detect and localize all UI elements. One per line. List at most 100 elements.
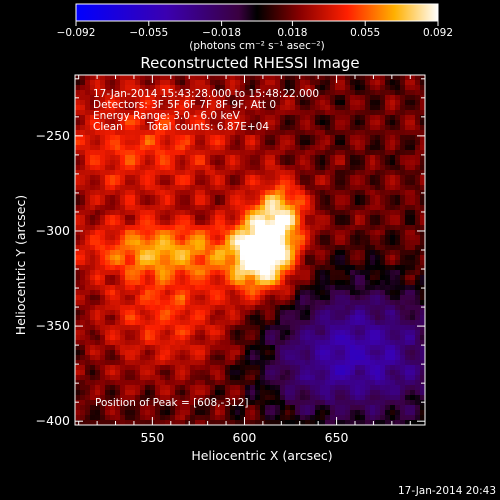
heatmap-cell [205,180,211,186]
heatmap-cell [265,135,271,141]
heatmap-cell [155,410,161,416]
heatmap-cell [320,90,326,96]
heatmap-cell [415,255,421,261]
heatmap-cell [210,305,216,311]
heatmap-cell [270,330,276,336]
heatmap-cell [110,330,116,336]
heatmap-cell [290,265,296,271]
heatmap-cell [350,250,356,256]
heatmap-cell [105,355,111,361]
heatmap-cell [360,335,366,341]
heatmap-cell [140,305,146,311]
heatmap-cell [280,350,286,356]
heatmap-cell [90,155,96,161]
heatmap-cell [95,160,101,166]
heatmap-cell [190,225,196,231]
heatmap-cell [300,275,306,281]
heatmap-cell [150,145,156,151]
heatmap-cell [360,405,366,411]
heatmap-cell [220,280,226,286]
heatmap-cell [290,75,296,81]
heatmap-cell [265,195,271,201]
heatmap-cell [360,355,366,361]
heatmap-cell [240,385,246,391]
heatmap-cell [300,360,306,366]
heatmap-cell [130,85,136,91]
heatmap-cell [150,95,156,101]
heatmap-cell [290,160,296,166]
heatmap-cell [165,200,171,206]
heatmap-cell [260,275,266,281]
heatmap-cell [295,130,301,136]
heatmap-cell [255,100,261,106]
heatmap-cell [325,100,331,106]
heatmap-cell [415,275,421,281]
heatmap-cell [145,145,151,151]
heatmap-cell [90,390,96,396]
heatmap-cell [120,420,126,426]
heatmap-cell [90,290,96,296]
heatmap-cell [190,250,196,256]
heatmap-cell [280,200,286,206]
heatmap-cell [325,115,331,121]
heatmap-cell [345,95,351,101]
heatmap-cell [205,340,211,346]
heatmap-cell [150,360,156,366]
heatmap-cell [245,95,251,101]
heatmap-cell [150,165,156,171]
heatmap-cell [80,405,86,411]
heatmap-cell [390,125,396,131]
heatmap-cell [350,150,356,156]
heatmap-cell [255,380,261,386]
heatmap-cell [405,420,411,426]
heatmap-cell [335,95,341,101]
heatmap-cell [275,140,281,146]
heatmap-cell [75,135,81,141]
heatmap-cell [405,210,411,216]
heatmap-cell [365,160,371,166]
heatmap-cell [85,265,91,271]
heatmap-cell [360,385,366,391]
heatmap-cell [295,175,301,181]
heatmap-cell [135,390,141,396]
heatmap-cell [270,180,276,186]
heatmap-cell [360,410,366,416]
heatmap-cell [270,155,276,161]
heatmap-cell [305,95,311,101]
heatmap-cell [80,170,86,176]
heatmap-cell [285,150,291,156]
heatmap-cell [400,285,406,291]
heatmap-cell [345,290,351,296]
heatmap-cell [405,365,411,371]
heatmap-cell [330,100,336,106]
heatmap-cell [290,275,296,281]
heatmap-cell [180,140,186,146]
heatmap-cell [290,315,296,321]
heatmap-cell [115,105,121,111]
heatmap-cell [320,195,326,201]
heatmap-cell [370,305,376,311]
heatmap-cell [310,160,316,166]
heatmap-cell [410,360,416,366]
heatmap-cell [185,235,191,241]
heatmap-cell [355,370,361,376]
heatmap-cell [310,200,316,206]
heatmap-cell [75,130,81,136]
heatmap-cell [420,75,426,81]
heatmap-cell [160,290,166,296]
heatmap-cell [365,135,371,141]
heatmap-cell [205,195,211,201]
heatmap-cell [410,350,416,356]
heatmap-cell [305,365,311,371]
heatmap-cell [220,100,226,106]
heatmap-cell [215,395,221,401]
heatmap-cell [345,245,351,251]
heatmap-cell [120,100,126,106]
heatmap-cell [175,100,181,106]
heatmap-cell [195,415,201,421]
heatmap-cell [110,235,116,241]
heatmap-cell [320,310,326,316]
heatmap-cell [350,295,356,301]
heatmap-cell [325,240,331,246]
heatmap-cell [250,230,256,236]
